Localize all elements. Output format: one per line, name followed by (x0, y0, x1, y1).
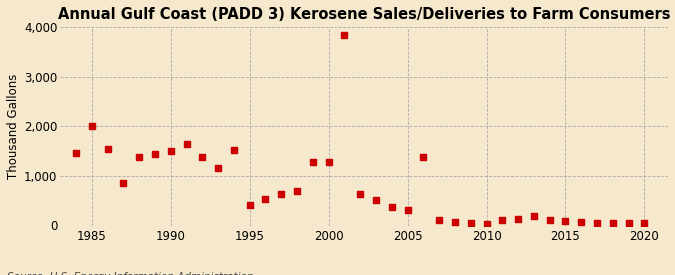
Point (86, 124, 97, 129)
Point (434, 217, 445, 222)
Point (529, 214, 539, 218)
Point (260, 197, 271, 201)
Point (513, 216, 524, 221)
Point (639, 221, 650, 225)
Point (544, 218, 555, 222)
Point (608, 221, 618, 225)
Point (276, 192, 287, 196)
Title: Annual Gulf Coast (PADD 3) Kerosene Sales/Deliveries to Farm Consumers: Annual Gulf Coast (PADD 3) Kerosene Sale… (58, 7, 670, 22)
Point (181, 142, 192, 146)
Point (418, 155, 429, 159)
Point (450, 220, 460, 224)
Text: Source: U.S. Energy Information Administration: Source: U.S. Energy Information Administ… (7, 273, 253, 275)
Point (355, 192, 366, 196)
Point (307, 160, 318, 164)
Y-axis label: Thousand Gallons: Thousand Gallons (7, 74, 20, 179)
Point (165, 148, 176, 153)
Point (197, 155, 208, 159)
Point (339, 33, 350, 37)
Point (465, 221, 476, 225)
Point (402, 208, 413, 212)
Point (386, 205, 397, 209)
Point (560, 219, 571, 223)
Point (244, 202, 255, 207)
Point (292, 189, 302, 193)
Point (213, 166, 223, 170)
Point (576, 219, 587, 224)
Point (229, 148, 240, 152)
Point (134, 155, 144, 159)
Point (71, 150, 82, 155)
Point (497, 218, 508, 222)
Point (481, 221, 492, 226)
Point (150, 152, 161, 156)
Point (118, 181, 129, 185)
Point (323, 160, 334, 164)
Point (623, 221, 634, 226)
Point (371, 198, 381, 202)
Point (591, 220, 602, 225)
Point (102, 147, 113, 151)
